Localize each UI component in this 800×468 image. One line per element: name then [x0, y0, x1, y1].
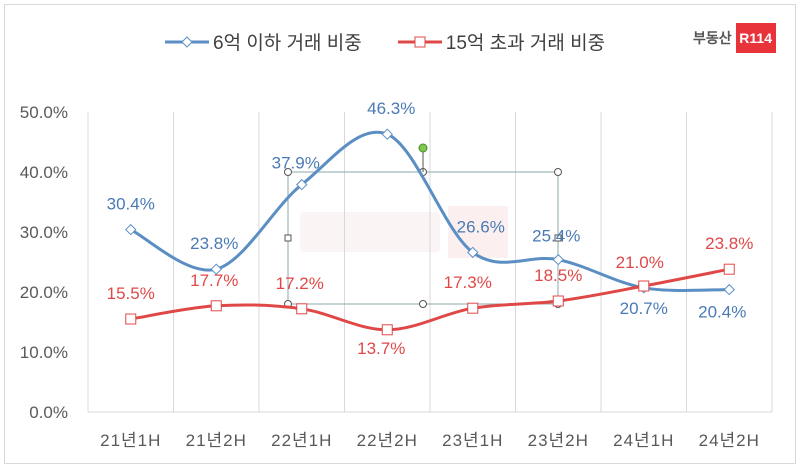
data-label: 17.2% — [276, 274, 324, 293]
x-tick-label: 23년1H — [442, 431, 503, 450]
selection-handle — [284, 168, 292, 176]
y-tick-label: 10.0% — [20, 343, 68, 362]
legend: 6억 이하 거래 비중 15억 초과 거래 비중 — [165, 28, 605, 55]
data-label: 37.9% — [272, 154, 320, 173]
data-point-diamond — [381, 128, 393, 140]
series-line-1 — [130, 130, 730, 293]
data-label: 20.7% — [620, 299, 668, 318]
data-point-square — [210, 300, 222, 312]
data-point-square — [381, 324, 393, 336]
data-label: 17.7% — [190, 271, 238, 290]
data-label: 13.7% — [357, 339, 405, 358]
data-label: 15.5% — [107, 284, 155, 303]
selection-handle — [419, 300, 427, 308]
data-label: 18.5% — [534, 266, 582, 285]
data-label: 23.8% — [705, 234, 753, 253]
watermark-logo-box — [448, 206, 508, 258]
data-point-square — [638, 280, 650, 292]
series-line-2 — [130, 267, 730, 332]
legend-label-series-1: 6억 이하 거래 비중 — [213, 33, 362, 54]
data-label: 46.3% — [367, 99, 415, 118]
data-point-diamond — [552, 253, 564, 266]
data-point-square — [723, 263, 735, 275]
x-tick-label: 22년1H — [271, 431, 332, 450]
x-tick-label: 24년1H — [613, 431, 674, 450]
data-label: 20.4% — [698, 303, 746, 322]
data-point-diamond — [723, 283, 735, 296]
y-tick-label: 50.0% — [20, 103, 68, 122]
selection-handle — [284, 234, 292, 242]
watermark — [300, 206, 508, 258]
selection-handle — [554, 168, 562, 176]
data-label: 26.6% — [457, 217, 505, 236]
data-label: 21.0% — [616, 253, 664, 272]
logo-text: 부동산 — [693, 30, 732, 46]
data-label: 30.4% — [107, 195, 155, 214]
y-tick-label: 40.0% — [20, 163, 68, 182]
rotate-handle — [418, 143, 428, 153]
x-tick-label: 22년2H — [357, 431, 418, 450]
x-tick-label: 21년2H — [186, 431, 247, 450]
chart-frame — [4, 4, 796, 464]
x-tick-label: 21년1H — [100, 431, 161, 450]
data-label: 17.3% — [444, 273, 492, 292]
data-point-diamond — [296, 178, 308, 191]
brand-logo: 부동산 R114 — [693, 23, 776, 53]
data-point-square — [296, 303, 308, 315]
x-tick-label: 24년2H — [699, 431, 760, 450]
logo-mark: R114 — [735, 23, 776, 53]
diamond-marker-icon — [165, 35, 209, 48]
data-point-square — [125, 313, 137, 325]
data-point-diamond — [125, 223, 137, 236]
data-label: 25.4% — [532, 227, 580, 246]
data-point-diamond — [210, 263, 222, 275]
data-point-square — [467, 302, 479, 314]
legend-item-series-2: 15억 초과 거래 비중 — [397, 28, 606, 55]
selection-handle — [554, 234, 562, 242]
y-tick-label: 20.0% — [20, 283, 68, 302]
watermark-text-block — [300, 212, 440, 252]
y-tick-label: 30.0% — [20, 223, 68, 242]
legend-label-series-2: 15억 초과 거래 비중 — [445, 33, 606, 54]
data-point-square — [552, 295, 564, 307]
y-tick-label: 0.0% — [29, 403, 68, 422]
data-label: 23.8% — [190, 234, 238, 253]
data-point-diamond — [467, 246, 479, 259]
x-tick-label: 23년2H — [528, 431, 589, 450]
legend-item-series-1: 6억 이하 거래 비중 — [165, 28, 362, 55]
square-marker-icon — [397, 36, 442, 47]
